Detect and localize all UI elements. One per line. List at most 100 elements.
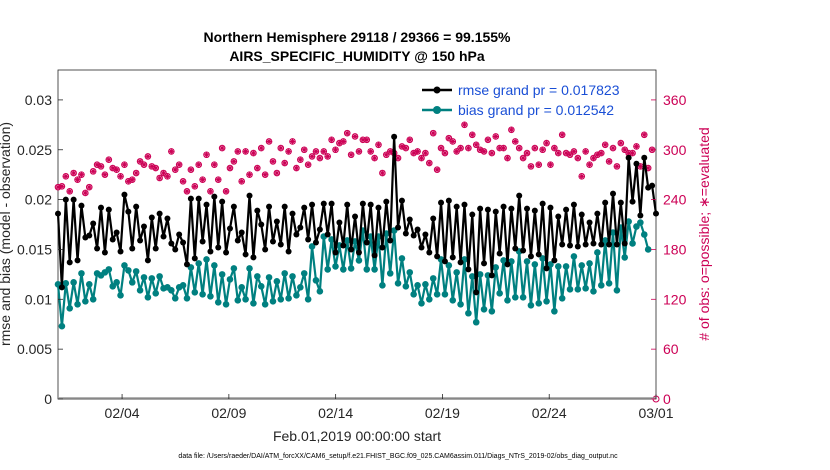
obs-evaluated-marker (586, 161, 593, 168)
rmse-point (535, 251, 542, 258)
rmse-point (117, 248, 124, 255)
bias-point (171, 295, 179, 302)
bias-point (566, 286, 574, 293)
bias-point (148, 275, 156, 282)
rmse-point (144, 257, 151, 264)
rmse-point (62, 196, 69, 203)
bias-point (492, 264, 500, 271)
obs-evaluated-marker (187, 166, 194, 173)
bias-point (195, 260, 203, 267)
obs-evaluated-marker (481, 148, 488, 155)
obs-evaluated-marker (66, 188, 73, 195)
rmse-point (445, 197, 452, 204)
obs-evaluated-marker (180, 178, 187, 185)
bias-point (304, 296, 312, 303)
bias-point (586, 260, 593, 267)
rmse-point (340, 242, 347, 249)
obs-evaluated-marker (410, 150, 417, 157)
obs-evaluated-marker (582, 148, 589, 155)
bias-point (590, 288, 597, 295)
bias-point (355, 257, 363, 264)
rmse-point (242, 251, 249, 258)
rmse-point (140, 223, 147, 230)
obs-evaluated-marker (226, 165, 233, 172)
obs-evaluated-marker (359, 136, 366, 143)
bias-point (343, 237, 351, 244)
obs-evaluated-marker (547, 161, 554, 168)
obs-evaluated-marker (543, 140, 550, 147)
rmse-point (336, 219, 343, 226)
bias-point (398, 255, 406, 262)
bias-point (203, 256, 210, 263)
rmse-point (266, 203, 273, 210)
obs-evaluated-marker (254, 165, 261, 172)
obs-evaluated-marker (140, 161, 147, 168)
bias-point (386, 270, 394, 277)
bias-point (433, 291, 441, 298)
bias-point (601, 237, 609, 244)
obs-markers (54, 121, 660, 403)
bias-point (261, 300, 269, 308)
obs-evaluated-marker (332, 146, 339, 153)
rmse-point (438, 199, 445, 206)
y2-tick-label: 360 (663, 92, 687, 108)
bias-point (265, 274, 273, 281)
bias-point (297, 284, 304, 291)
rmse-point (246, 192, 253, 199)
obs-evaluated-marker (258, 145, 265, 152)
rmse-point (633, 160, 640, 167)
obs-evaluated-marker (117, 173, 124, 180)
rmse-point (582, 241, 589, 248)
rmse-point (164, 215, 171, 222)
bias-point (281, 270, 288, 277)
rmse-point (187, 195, 194, 202)
rmse-point (305, 236, 312, 243)
obs-evaluated-marker (610, 145, 617, 152)
bias-point (426, 296, 433, 303)
obs-evaluated-marker (281, 160, 288, 167)
bias-point (457, 300, 464, 308)
rmse-point (391, 133, 398, 140)
bias-point (562, 263, 570, 270)
obs-evaluated-marker (559, 131, 566, 138)
obs-evaluated-marker (266, 138, 273, 145)
bias-point (183, 295, 191, 302)
obs-evaluated-marker (606, 158, 613, 165)
obs-evaluated-marker (590, 155, 597, 162)
rmse-point (191, 255, 198, 262)
bias-point (422, 281, 429, 288)
y-tick-label: 0.025 (17, 142, 52, 158)
obs-evaluated-marker (551, 145, 558, 152)
rmse-point (234, 237, 241, 244)
rmse-point (430, 215, 437, 222)
rmse-point (86, 232, 93, 239)
obs-evaluated-marker (430, 130, 437, 137)
rmse-point (625, 154, 632, 161)
chart-title-line1: Northern Hemisphere 29118 / 29366 = 99.1… (203, 29, 511, 45)
bias-point (394, 280, 402, 287)
bias-point (128, 279, 136, 286)
rmse-point (344, 201, 351, 208)
rmse-point (250, 254, 257, 261)
bias-point (410, 291, 417, 298)
rmse-point (230, 203, 237, 210)
bias-point (523, 258, 531, 265)
rmse-point (598, 241, 605, 248)
rmse-point (449, 254, 456, 261)
rmse-point (563, 206, 570, 213)
rmse-point (383, 198, 390, 205)
legend-bias-label: bias grand pr = 0.012542 (458, 102, 614, 118)
bias-point (640, 231, 648, 238)
rmse-point (55, 210, 61, 217)
rmse-point (418, 244, 425, 251)
bias-point (449, 297, 457, 304)
obs-evaluated-marker (309, 153, 316, 160)
obs-evaluated-marker (78, 171, 85, 178)
obs-evaluated-marker (199, 176, 206, 183)
rmse-point (168, 240, 175, 247)
x-axis-label: Feb.01,2019 00:00:00 start (273, 428, 441, 444)
rmse-point (113, 229, 120, 236)
obs-evaluated-marker (484, 136, 491, 143)
obs-evaluated-marker (621, 146, 628, 153)
obs-evaluated-marker (320, 148, 327, 155)
